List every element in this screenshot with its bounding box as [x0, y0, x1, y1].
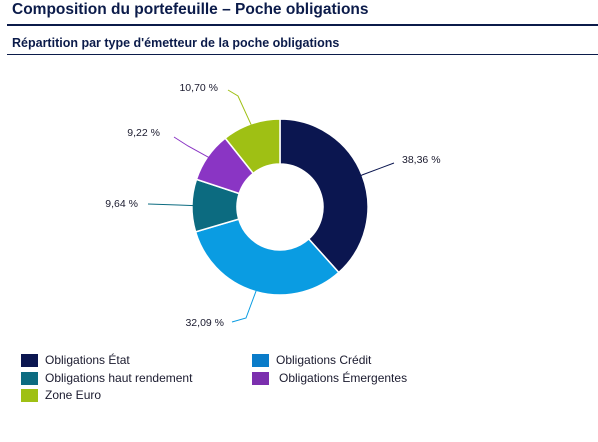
subtitle-divider [7, 54, 598, 55]
data-label-etat: 38,36 % [402, 154, 441, 166]
chart-subtitle: Répartition par type d'émetteur de la po… [12, 36, 340, 50]
leader-line-credit [231, 289, 257, 323]
legend-swatch-emergentes [252, 371, 269, 385]
legend-swatch-zone-euro [21, 388, 38, 402]
leader-line-etat [360, 162, 395, 177]
legend-swatch-etat [21, 353, 38, 367]
data-label-zone-euro: 10,70 % [179, 82, 218, 94]
legend-item-emergentes: Obligations Émergentes [252, 371, 407, 385]
page-title: Composition du portefeuille – Poche obli… [12, 1, 369, 18]
leader-line-emergentes [173, 136, 210, 159]
legend-item-etat: Obligations État [21, 353, 130, 367]
donut-slice-zone-euro [224, 118, 281, 175]
legend-swatch-haut-rendement [21, 371, 38, 385]
legend-item-zone-euro: Zone Euro [21, 388, 101, 402]
data-label-credit: 32,09 % [185, 317, 224, 329]
legend-item-haut-rendement: Obligations haut rendement [21, 371, 192, 385]
legend-label-emergentes: Obligations Émergentes [279, 371, 408, 385]
donut-slice-etat [279, 118, 369, 274]
legend-item-credit: Obligations Crédit [252, 353, 371, 367]
legend-label-zone-euro: Zone Euro [45, 388, 102, 402]
data-label-haut-rendement: 9,64 % [105, 198, 138, 210]
legend-swatch-credit [252, 353, 269, 367]
leader-line-zone-euro [227, 89, 253, 127]
data-label-emergentes: 9,22 % [127, 127, 160, 139]
leader-line-haut-rendement [147, 203, 195, 207]
legend-label-haut-rendement: Obligations haut rendement [45, 371, 193, 385]
legend-label-credit: Obligations Crédit [276, 353, 372, 367]
legend-label-etat: Obligations État [45, 353, 130, 367]
donut-slice-credit [194, 218, 340, 296]
title-divider [7, 24, 598, 26]
